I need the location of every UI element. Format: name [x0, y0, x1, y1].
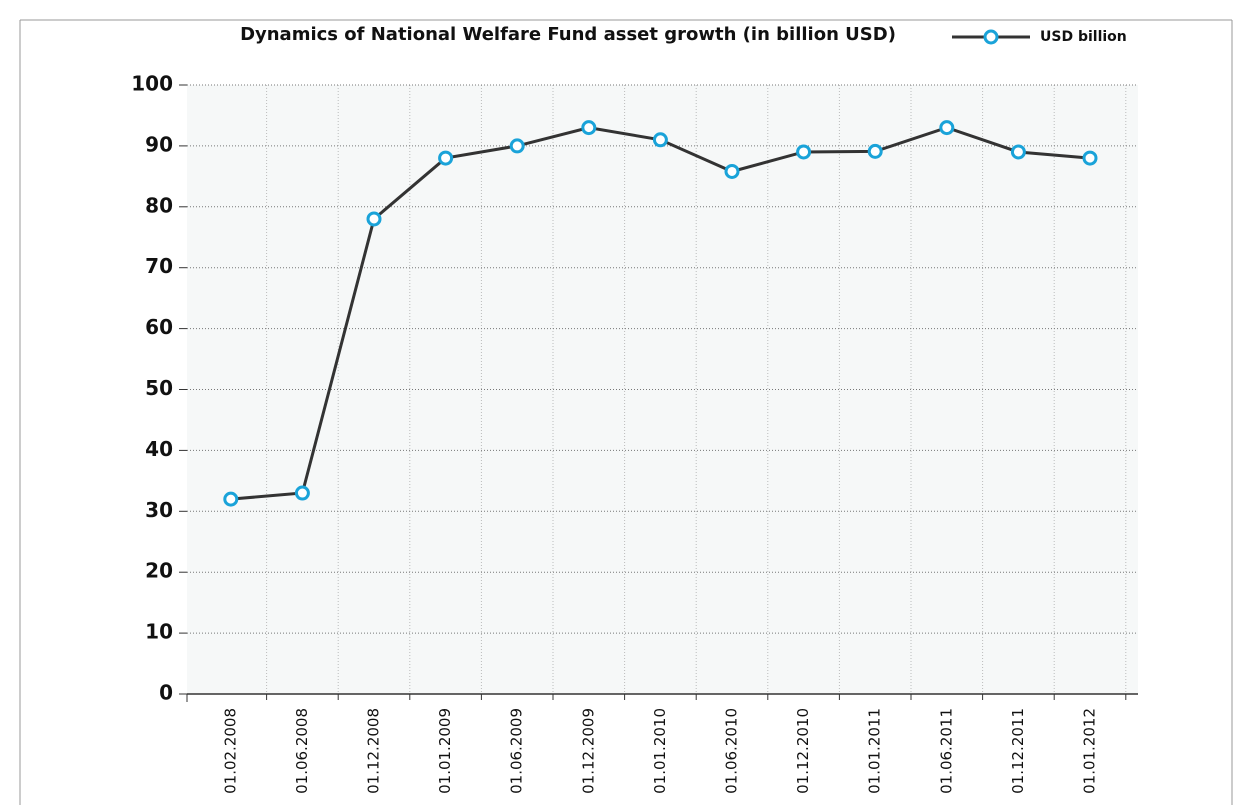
point-marker [652, 132, 668, 148]
x-tick-label: 01.12.2009 [579, 708, 597, 794]
y-tick-label: 60 [145, 315, 173, 339]
point-marker [1082, 150, 1098, 166]
x-tick-label: 01.06.2009 [508, 708, 526, 794]
legend-label: USD billion [1040, 29, 1127, 45]
x-tick-label: 01.12.2008 [365, 708, 383, 794]
y-tick-label: 100 [131, 72, 173, 96]
y-tick-label: 40 [145, 437, 173, 461]
x-tick-label: 01.01.2010 [651, 708, 669, 794]
x-tick-label: 01.01.2011 [866, 708, 884, 794]
point-marker [438, 150, 454, 166]
point-marker [366, 211, 382, 227]
x-tick-label: 01.06.2010 [723, 708, 741, 794]
x-tick-label: 01.06.2008 [293, 708, 311, 794]
legend-marker [983, 29, 999, 45]
y-tick-label: 30 [145, 498, 173, 522]
x-tick-label: 01.06.2011 [937, 708, 955, 794]
point-marker [294, 485, 310, 501]
x-tick-label: 01.02.2008 [221, 708, 239, 794]
point-marker [939, 120, 955, 136]
y-tick-label: 90 [145, 132, 173, 156]
x-tick-label: 01.01.2009 [436, 708, 454, 794]
chart-title: Dynamics of National Welfare Fund asset … [240, 24, 896, 45]
y-tick-label: 20 [145, 559, 173, 583]
y-tick-label: 0 [159, 681, 173, 705]
y-tick-label: 70 [145, 254, 173, 278]
point-marker [223, 491, 239, 507]
point-marker [581, 120, 597, 136]
point-marker [796, 144, 812, 160]
x-tick-label: 01.12.2011 [1009, 708, 1027, 794]
point-marker [724, 163, 740, 179]
point-marker [1010, 144, 1026, 160]
point-marker [867, 143, 883, 159]
y-tick-label: 80 [145, 193, 173, 217]
point-marker [509, 138, 525, 154]
y-tick-label: 10 [145, 620, 173, 644]
x-tick-label: 01.12.2010 [794, 708, 812, 794]
y-tick-label: 50 [145, 376, 173, 400]
x-tick-label: 01.01.2012 [1081, 708, 1099, 794]
